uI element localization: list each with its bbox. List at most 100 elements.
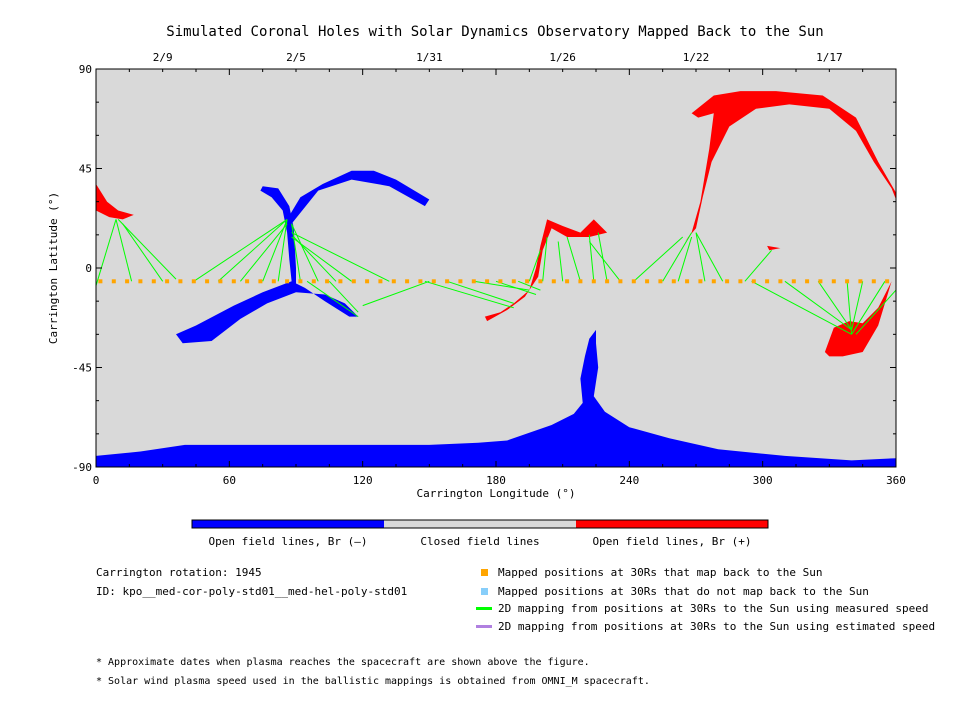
mapped-point-12 [245, 279, 250, 284]
y-tick-label-45: 45 [79, 163, 92, 176]
top-date-label-2: 2/5 [286, 51, 306, 64]
x-tick-label-240: 240 [619, 474, 639, 487]
coronal-hole-positive-5 [484, 219, 608, 322]
mapped-point-56 [831, 279, 836, 284]
mapping-line-measured-28 [597, 232, 608, 282]
mapped-point-38 [591, 279, 596, 284]
legend-purple-line-marker [476, 625, 492, 628]
colorbar-closed [384, 520, 576, 528]
legend-orange-square-marker [481, 569, 488, 576]
mapping-line-measured-8 [262, 219, 288, 282]
mapped-point-29 [471, 279, 476, 284]
mapped-point-17 [311, 279, 316, 284]
coronal-hole-negative-9 [96, 329, 896, 467]
mapping-line-measured-40 [851, 281, 864, 331]
mapped-point-10 [218, 279, 223, 284]
mapped-point-7 [178, 279, 183, 284]
mapped-point-34 [538, 279, 543, 284]
mapping-line-measured-3 [122, 223, 164, 282]
mapped-point-13 [258, 279, 263, 284]
colorbar-open-negative [192, 520, 384, 528]
mapping-line-measured-16 [328, 280, 359, 313]
top-date-label-4: 1/26 [549, 51, 576, 64]
colorbar-label-positive: Open field lines, Br (+) [593, 535, 752, 548]
mapping-line-measured-7 [240, 223, 288, 282]
coronal-hole-positive-6 [684, 91, 896, 242]
mapping-line-measured-29 [588, 241, 621, 282]
top-date-label-5: 1/22 [683, 51, 710, 64]
mapped-point-16 [298, 279, 303, 284]
mapping-line-measured-14 [293, 236, 337, 282]
mapped-point-42 [645, 279, 650, 284]
mapping-line-measured-36 [751, 280, 852, 335]
mapping-line-measured-20 [473, 280, 530, 291]
mapped-point-23 [391, 279, 396, 284]
mapping-line-measured-26 [566, 236, 581, 282]
mapped-point-53 [791, 279, 796, 284]
mapped-point-59 [871, 279, 876, 284]
coronal-hole-negative-4 [176, 281, 359, 344]
mapped-point-33 [525, 279, 530, 284]
top-date-label-1: 2/9 [153, 51, 173, 64]
mapping-line-measured-31 [662, 232, 693, 282]
mapped-point-27 [445, 279, 450, 284]
coronal-hole-positive-1 [96, 184, 134, 220]
mapping-line-measured-24 [542, 236, 548, 282]
colorbar-open-positive [576, 520, 768, 528]
mapped-point-5 [151, 279, 156, 284]
mapped-point-55 [818, 279, 823, 284]
mapped-point-47 [711, 279, 716, 284]
mapping-line-measured-12 [291, 236, 352, 282]
mapped-point-28 [458, 279, 463, 284]
top-date-label-6: 1/17 [816, 51, 843, 64]
x-tick-label-180: 180 [486, 474, 506, 487]
mapped-point-15 [285, 279, 290, 284]
mapped-point-35 [551, 279, 556, 284]
mapped-point-24 [405, 279, 410, 284]
chart-title: Simulated Coronal Holes with Solar Dynam… [166, 24, 823, 40]
mapped-point-48 [725, 279, 730, 284]
mapping-line-measured-1 [95, 219, 117, 286]
mapping-line-measured-35 [744, 249, 772, 282]
colorbar-label-negative: Open field lines, Br (—) [209, 535, 368, 548]
mapped-point-37 [578, 279, 583, 284]
mapping-line-measured-22 [518, 280, 541, 291]
legend-label-not-mapped: Mapped positions at 30Rs that do not map… [498, 585, 869, 598]
mapping-line-measured-23 [528, 250, 541, 282]
mapping-line-measured-4 [117, 219, 177, 280]
footnote-dates: * Approximate dates when plasma reaches … [96, 657, 590, 668]
mapping-line-measured-19 [446, 280, 514, 304]
mapping-line-measured-34 [695, 232, 724, 282]
x-tick-label-360: 360 [886, 474, 906, 487]
mapped-point-51 [765, 279, 770, 284]
mapped-point-1 [98, 279, 103, 284]
mapped-point-57 [845, 279, 850, 284]
coronal-hole-positive-8 [824, 281, 892, 357]
y-tick-label-0: 0 [85, 262, 92, 275]
mapping-line-measured-25 [557, 241, 564, 282]
mapping-line-measured-33 [695, 232, 706, 282]
y-tick-label-90: 90 [79, 63, 92, 76]
mapped-point-25 [418, 279, 423, 284]
legend-label-measured: 2D mapping from positions at 30Rs to the… [498, 602, 929, 615]
plot-area [96, 69, 896, 467]
mapped-point-39 [605, 279, 610, 284]
mapped-point-52 [778, 279, 783, 284]
mapped-point-54 [805, 279, 810, 284]
x-axis-label: Carrington Longitude (°) [417, 487, 576, 500]
mapped-point-31 [498, 279, 503, 284]
y-tick-label--90: -90 [72, 461, 92, 474]
mapping-line-measured-6 [217, 219, 288, 282]
model-id: ID: kpo__med-cor-poly-std01__med-hel-pol… [96, 585, 408, 598]
coronal-hole-negative-3 [287, 170, 430, 224]
mapped-point-2 [111, 279, 116, 284]
x-tick-label-300: 300 [753, 474, 773, 487]
legend-label-mapped: Mapped positions at 30Rs that map back t… [498, 566, 823, 579]
mapping-line-measured-11 [291, 223, 319, 282]
mapped-point-3 [125, 279, 130, 284]
mapping-line-measured-30 [633, 236, 684, 282]
mapping-line-measured-39 [846, 281, 853, 335]
mapped-point-26 [431, 279, 436, 284]
y-tick-label--45: -45 [72, 362, 92, 375]
